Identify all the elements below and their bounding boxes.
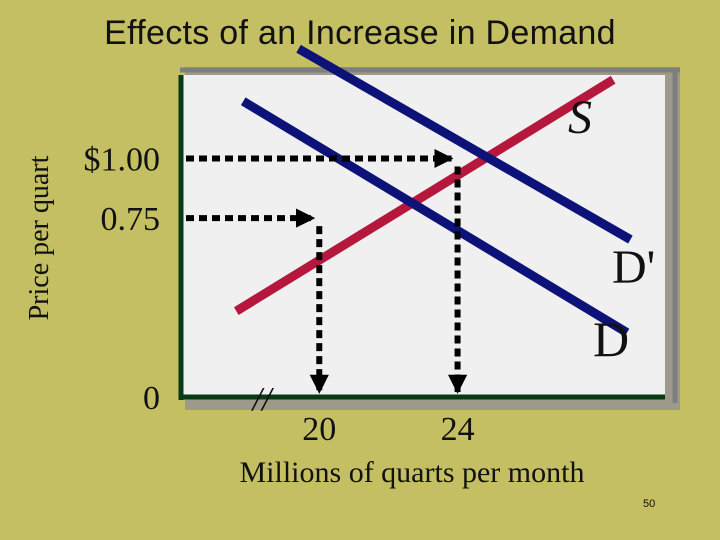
plot-area	[180, 75, 665, 397]
y-tick-label: $1.00	[84, 141, 161, 178]
curve-label-d-prime: D'	[612, 241, 655, 294]
y-tick-label: 0	[143, 380, 160, 417]
y-tick-label: 0.75	[101, 201, 161, 238]
curve-s	[233, 75, 616, 315]
page-number: 50	[643, 498, 656, 510]
x-tick-label: 20	[302, 411, 336, 448]
x-axis-label: Millions of quarts per month	[240, 456, 585, 489]
x-tick-label: 24	[441, 411, 475, 448]
axis-break-mark: //	[251, 381, 275, 418]
curve-label-d: D	[593, 311, 629, 367]
curve-d-prime	[296, 44, 633, 244]
slide-title: Effects of an Increase in Demand	[104, 14, 616, 52]
curve-d	[240, 97, 630, 337]
curve-label-s: S	[568, 91, 592, 144]
